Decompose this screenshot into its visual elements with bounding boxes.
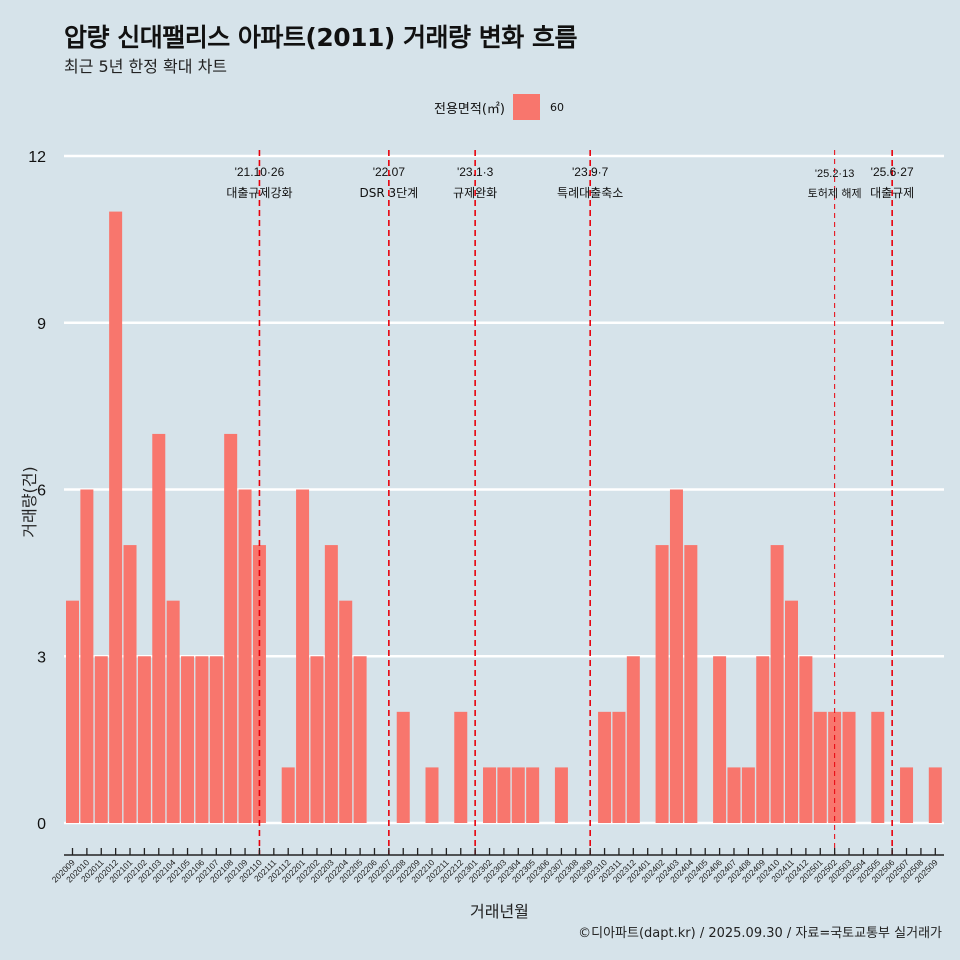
bar-202208 [396,711,410,823]
x-axis: 2020092020102020112020122021012021022021… [50,848,944,884]
event-label: 특례대출축소 [557,186,623,200]
bar-202205 [353,656,367,823]
bar-202304 [511,767,525,823]
bar-202307 [554,767,568,823]
event-date: '21.10·26 [235,165,285,179]
bar-202201 [296,489,310,823]
bar-202502 [828,711,842,823]
bar-202403 [669,489,683,823]
chart-title: 압량 신대팰리스 아파트(2011) 거래량 변화 흐름 [64,23,577,52]
bar-202105 [181,656,195,823]
bar-202210 [425,767,439,823]
bar-202411 [785,600,798,823]
bar-202407 [727,767,741,823]
bar-202507 [900,767,914,823]
x-axis-title: 거래년월 [470,902,529,921]
bar-202009 [66,600,79,823]
bar-202503 [842,711,856,823]
event-date: '25.6·27 [871,165,914,179]
bar-202410 [770,545,784,823]
bar-202303 [497,767,511,823]
bar-202107 [209,656,223,823]
event-date: '25.2·13 [815,168,854,180]
bar-202101 [123,545,137,823]
bar-202104 [166,600,180,823]
bar-202412 [799,656,813,823]
y-tick-label: 9 [37,316,46,333]
chart-subtitle: 최근 5년 한정 확대 차트 [64,57,228,76]
event-lines: '21.10·26 대출규제강화 '22.07 DSR 3단계 '23.1·3 규제완화 '… [226,150,914,855]
event-label: 규제완화 [453,186,497,200]
bar-202010 [80,489,94,823]
y-axis-title: 거래량(건) [20,466,39,538]
bar-202311 [612,711,626,823]
bar-202109 [238,489,252,823]
bar-202203 [324,545,338,823]
bar-202204 [339,600,353,823]
y-tick-labels: 0 3 6 9 12 [28,149,46,833]
bar-202404 [684,545,698,823]
bar-202501 [813,711,827,823]
event-date: '23.9·7 [572,165,609,179]
legend-label: 60 [549,100,564,114]
bar-202011 [94,656,108,823]
bar-202312 [626,656,640,823]
bar-202310 [598,711,612,823]
bar-202302 [483,767,497,823]
source-footer: ©디아파트(dapt.kr) / 2025.09.30 / 자료=국토교통부 실… [578,926,942,941]
bar-202406 [713,656,727,823]
bar-202212 [454,711,468,823]
bars [66,211,942,824]
bar-202409 [756,656,770,823]
bar-202509 [928,767,942,823]
event-label: DSR 3단계 [359,186,418,200]
bar-202108 [224,433,238,823]
bar-202505 [871,711,885,823]
y-tick-label: 12 [28,149,46,166]
bar-202112 [281,767,295,823]
legend: 전용면적(㎡) 60 [434,94,564,120]
bar-202305 [526,767,540,823]
event-date: '23.1·3 [457,165,494,179]
legend-title: 전용면적(㎡) [434,101,505,117]
bar-202202 [310,656,324,823]
event-label: 대출규제 [870,186,914,200]
bar-202402 [655,545,669,823]
event-label: 대출규제강화 [226,186,292,200]
bar-202103 [152,433,166,823]
bar-202012 [109,211,123,824]
legend-swatch [512,94,540,120]
event-label: 토허제 해제 [808,186,862,200]
bar-202102 [137,656,151,823]
y-tick-label: 6 [37,483,46,500]
y-tick-label: 3 [37,649,46,666]
event-date: '22.07 [373,165,406,179]
bar-202106 [195,656,209,823]
y-tick-label: 0 [37,816,46,833]
bar-202408 [741,767,755,823]
